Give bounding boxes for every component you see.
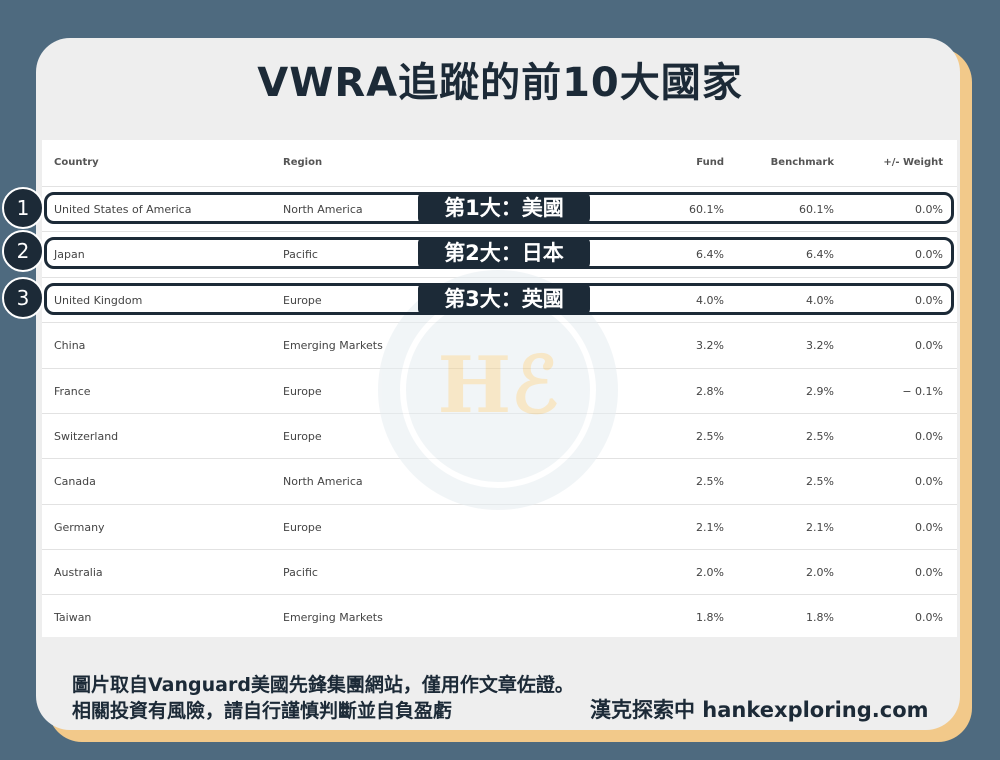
footer-risk-note: 相關投資有風險，請自行謹慎判斷並自負盈虧 <box>72 700 453 722</box>
rank-badge-3: 3 <box>2 277 44 319</box>
cell-weight: 0.0% <box>915 521 943 534</box>
cell-benchmark: 6.4% <box>806 248 834 261</box>
cell-benchmark: 3.2% <box>806 339 834 352</box>
table-row: Japan Pacific 6.4% 6.4% 0.0% <box>42 231 957 277</box>
rank-label-2: 第2大：日本 <box>418 237 590 269</box>
cell-weight: 0.0% <box>915 248 943 261</box>
cell-weight: 0.0% <box>915 339 943 352</box>
cell-benchmark: 2.5% <box>806 430 834 443</box>
cell-region: Emerging Markets <box>283 339 383 352</box>
cell-benchmark: 2.1% <box>806 521 834 534</box>
cell-country: China <box>54 339 86 352</box>
watermark-text: Hℰ <box>437 340 559 431</box>
cell-benchmark: 1.8% <box>806 611 834 624</box>
cell-fund: 2.8% <box>696 385 724 398</box>
cell-benchmark: 4.0% <box>806 294 834 307</box>
cell-fund: 2.0% <box>696 566 724 579</box>
table-row: United States of America North America 6… <box>42 186 957 232</box>
header-region: Region <box>283 157 323 168</box>
cell-region: Pacific <box>283 566 318 579</box>
table-row: Taiwan Emerging Markets 1.8% 1.8% 0.0% <box>42 594 957 640</box>
cell-region: North America <box>283 475 363 488</box>
cell-benchmark: 2.0% <box>806 566 834 579</box>
cell-fund: 3.2% <box>696 339 724 352</box>
cell-region: Europe <box>283 385 322 398</box>
cell-weight: 0.0% <box>915 294 943 307</box>
cell-fund: 4.0% <box>696 294 724 307</box>
cell-weight: 0.0% <box>915 475 943 488</box>
header-fund: Fund <box>696 157 724 168</box>
rank-label-1: 第1大：美國 <box>418 192 590 224</box>
rank-badge-1: 1 <box>2 187 44 229</box>
cell-region: Europe <box>283 294 322 307</box>
page-title: VWRA追蹤的前10大國家 <box>257 60 743 106</box>
rank-label-3: 第3大：英國 <box>418 283 590 315</box>
cell-weight: 0.0% <box>915 203 943 216</box>
cell-fund: 1.8% <box>696 611 724 624</box>
cell-country: United States of America <box>54 203 192 216</box>
cell-region: Emerging Markets <box>283 611 383 624</box>
cell-country: Australia <box>54 566 103 579</box>
cell-region: Europe <box>283 430 322 443</box>
footer-source-note: 圖片取自Vanguard美國先鋒集團網站，僅用作文章佐證。 <box>72 674 574 696</box>
cell-fund: 6.4% <box>696 248 724 261</box>
header-weight: +/- Weight <box>883 157 943 168</box>
cell-fund: 2.1% <box>696 521 724 534</box>
cell-fund: 2.5% <box>696 430 724 443</box>
cell-weight: 0.0% <box>915 430 943 443</box>
cell-benchmark: 60.1% <box>799 203 834 216</box>
footer-brand: 漢克探索中 hankexploring.com <box>590 698 929 722</box>
cell-country: United Kingdom <box>54 294 143 307</box>
cell-country: Germany <box>54 521 105 534</box>
cell-benchmark: 2.9% <box>806 385 834 398</box>
cell-country: Japan <box>54 248 85 261</box>
cell-weight: − 0.1% <box>902 385 943 398</box>
cell-weight: 0.0% <box>915 566 943 579</box>
cell-benchmark: 2.5% <box>806 475 834 488</box>
cell-region: North America <box>283 203 363 216</box>
table-row: Australia Pacific 2.0% 2.0% 0.0% <box>42 549 957 595</box>
header-benchmark: Benchmark <box>770 157 834 168</box>
cell-country: France <box>54 385 91 398</box>
cell-region: Pacific <box>283 248 318 261</box>
header-country: Country <box>54 157 99 168</box>
table-header: Country Region Fund Benchmark +/- Weight <box>42 140 957 185</box>
cell-weight: 0.0% <box>915 611 943 624</box>
cell-country: Switzerland <box>54 430 119 443</box>
cell-country: Taiwan <box>54 611 92 624</box>
cell-region: Europe <box>283 521 322 534</box>
cell-country: Canada <box>54 475 96 488</box>
cell-fund: 60.1% <box>689 203 724 216</box>
cell-fund: 2.5% <box>696 475 724 488</box>
table-row: Germany Europe 2.1% 2.1% 0.0% <box>42 504 957 550</box>
rank-badge-2: 2 <box>2 230 44 272</box>
